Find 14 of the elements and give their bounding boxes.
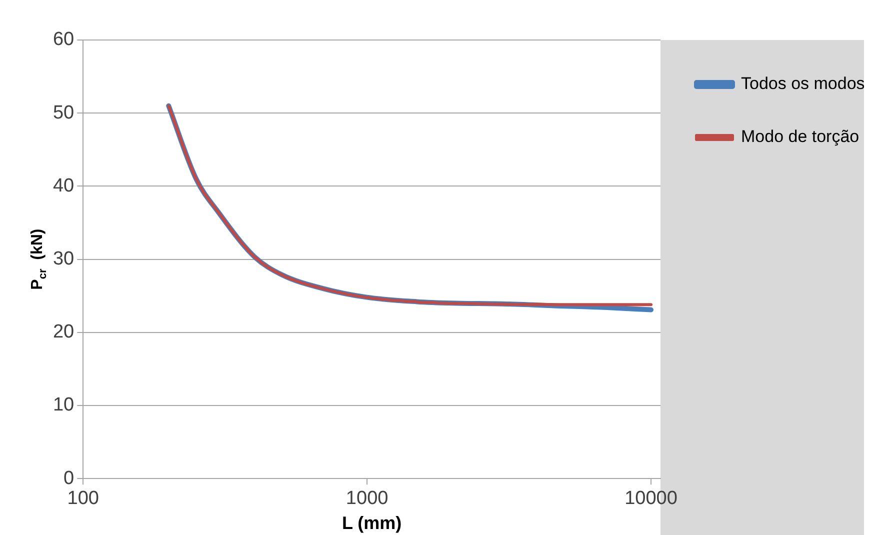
x-tick-label: 1000 <box>346 488 388 510</box>
x-axis-title: L (mm) <box>342 513 402 534</box>
legend-label: Todos os modos <box>741 74 865 94</box>
x-tick-label: 100 <box>67 488 99 510</box>
y-tick-label: 60 <box>52 29 74 50</box>
x-tick-label: 10000 <box>624 488 678 510</box>
y-tick-label: 0 <box>64 468 74 489</box>
legend-label: Modo de torção <box>741 127 860 146</box>
y-tick-label: 20 <box>52 322 74 343</box>
y-tick-label: 10 <box>52 394 74 416</box>
y-tick-label: 30 <box>52 248 74 270</box>
y-tick-label: 40 <box>52 175 74 196</box>
y-tick-label: 50 <box>52 102 74 124</box>
y-axis-title: Pcr (kN) <box>29 228 49 290</box>
